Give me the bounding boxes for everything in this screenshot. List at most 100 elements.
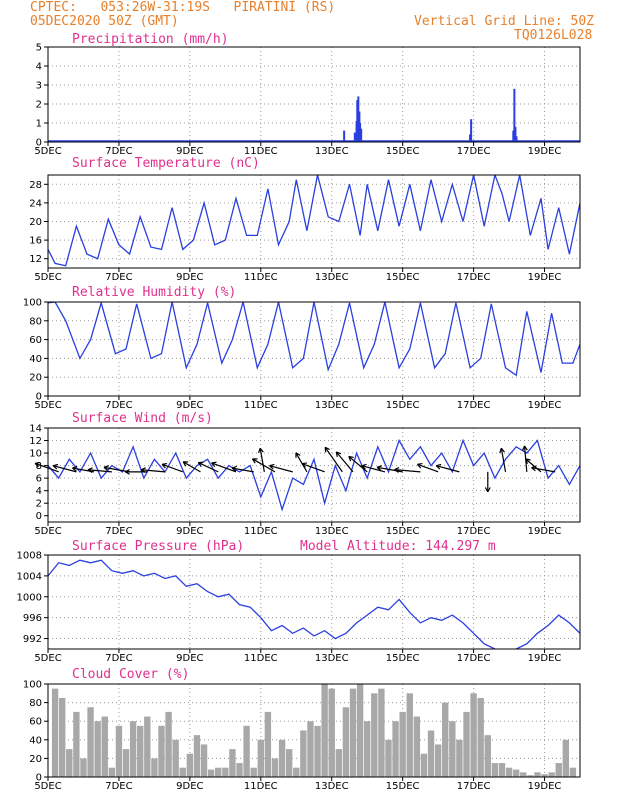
cloud-bar <box>66 749 73 777</box>
cloud-bar <box>548 772 555 777</box>
pressure-panel: 992 996 1000 1004 1008 5DEC 7DEC 9DEC 11DEC 13DEC… <box>17 539 581 664</box>
cloud-xtick-label: 9DEC <box>176 781 203 792</box>
pressure-title: Surface Pressure (hPa) <box>72 539 244 554</box>
pressure-xtick-label: 5DEC <box>34 653 61 664</box>
cloud-ytick-label: 40 <box>29 735 42 746</box>
wind-xtick-label: 7DEC <box>105 526 132 537</box>
precip-bar <box>353 132 356 142</box>
wind-arrow <box>52 463 77 473</box>
precip-bar <box>515 136 518 142</box>
humidity-xtick-label: 5DEC <box>34 400 61 411</box>
cloud-bar <box>293 767 300 777</box>
precip-xtick-label: 15DEC <box>386 146 420 157</box>
precip-xtick-label: 13DEC <box>315 146 349 157</box>
wind-arrow <box>531 465 556 473</box>
wind-arrow <box>499 447 507 472</box>
cloud-bar <box>122 749 130 777</box>
wind-ytick-label: 2 <box>36 499 42 510</box>
precip-xtick-label: 19DEC <box>528 146 562 157</box>
precip-bar <box>514 126 517 142</box>
wind-arrow <box>258 447 265 472</box>
pressure-line <box>48 559 580 649</box>
cloud-bar <box>229 749 236 777</box>
wind-ytick-label: 10 <box>29 449 42 460</box>
cloud-panel: 0 20 40 60 80 100 5DEC 7DEC 9DEC 11DEC 13DEC 15DEC 1… <box>23 667 581 792</box>
pressure-xtick-label: 15DEC <box>386 653 420 664</box>
cloud-xtick-label: 15DEC <box>386 781 420 792</box>
cloud-frame <box>47 683 581 778</box>
humidity-ytick-label: 0 <box>36 392 42 403</box>
temperature-xtick-label: 13DEC <box>315 272 349 283</box>
cloud-bar <box>555 763 562 777</box>
precip-xtick-label: 7DEC <box>105 146 132 157</box>
cloud-bar <box>442 702 449 777</box>
cloud-bar <box>484 735 491 777</box>
temperature-ytick-label: 20 <box>29 217 42 228</box>
precip-bar <box>512 130 515 142</box>
cloud-bar <box>562 739 570 777</box>
cloud-bar <box>434 744 442 777</box>
cloud-bar <box>498 763 506 777</box>
cloud-xtick-label: 5DEC <box>34 781 61 792</box>
cloud-bar <box>250 767 257 777</box>
cloud-bar <box>406 693 413 777</box>
precip-bar <box>469 134 472 142</box>
cloud-bar <box>512 769 520 777</box>
precip-xtick-label: 5DEC <box>34 146 61 157</box>
humidity-xtick-label: 13DEC <box>315 400 349 411</box>
wind-arrow <box>87 467 112 474</box>
cloud-xtick-label: 7DEC <box>105 781 132 792</box>
humidity-ytick-label: 60 <box>29 335 42 346</box>
humidity-ytick-label: 80 <box>29 316 42 327</box>
cloud-bar <box>342 707 350 777</box>
cloud-bar <box>222 767 229 777</box>
humidity-ytick-label: 40 <box>29 354 42 365</box>
wind-xtick-label: 13DEC <box>315 526 349 537</box>
cloud-bar <box>477 697 484 777</box>
precip-xtick-label: 9DEC <box>176 146 203 157</box>
humidity-frame <box>47 301 581 397</box>
cloud-bar <box>179 767 186 777</box>
temperature-ytick-label: 24 <box>29 198 42 209</box>
wind-arrow <box>324 446 343 473</box>
cloud-bar <box>300 730 307 777</box>
cloud-bar <box>541 774 548 777</box>
cloud-xtick-label: 19DEC <box>528 781 562 792</box>
wind-xtick-label: 17DEC <box>457 526 491 537</box>
pressure-xtick-label: 19DEC <box>528 653 562 664</box>
wind-xtick-label: 5DEC <box>34 526 61 537</box>
precip-bar <box>513 88 516 142</box>
precip-bar <box>470 119 473 142</box>
pressure-ytick-label: 1000 <box>17 592 42 603</box>
cloud-bar <box>87 707 94 777</box>
wind-title: Surface Wind (m/s) <box>72 411 213 426</box>
wind-arrow <box>211 461 237 473</box>
pressure-ytick-label: 992 <box>23 634 42 645</box>
temperature-xtick-label: 7DEC <box>105 272 132 283</box>
cloud-bar <box>307 721 314 777</box>
cloud-bar <box>285 749 293 777</box>
cloud-bar <box>129 721 137 777</box>
cloud-bar <box>165 711 172 777</box>
wind-ytick-label: 14 <box>29 424 42 435</box>
wind-arrow <box>417 462 439 473</box>
pressure-frame <box>47 554 581 650</box>
temperature-xtick-label: 11DEC <box>244 272 278 283</box>
model-altitude-label: Model Altitude: 144.297 m <box>300 539 496 554</box>
wind-arrow <box>335 451 354 473</box>
wind-line <box>48 438 580 512</box>
wind-arrow <box>348 455 368 473</box>
cloud-bar <box>158 725 165 777</box>
precip-panel: 0 1 2 3 4 5 5DEC 7DEC 9DEC 11DEC 13DEC 15DEC 17DEC 19… <box>34 32 581 157</box>
wind-xtick-label: 15DEC <box>386 526 420 537</box>
humidity-line <box>48 302 580 377</box>
cloud-bar <box>534 772 541 777</box>
cloud-bar <box>371 693 378 777</box>
cloud-bar <box>115 725 123 777</box>
wind-arrow <box>525 458 542 473</box>
cloud-bar <box>356 684 364 777</box>
wind-frame <box>47 427 581 523</box>
cloud-bar <box>80 758 87 777</box>
temperature-ytick-label: 28 <box>29 180 42 191</box>
